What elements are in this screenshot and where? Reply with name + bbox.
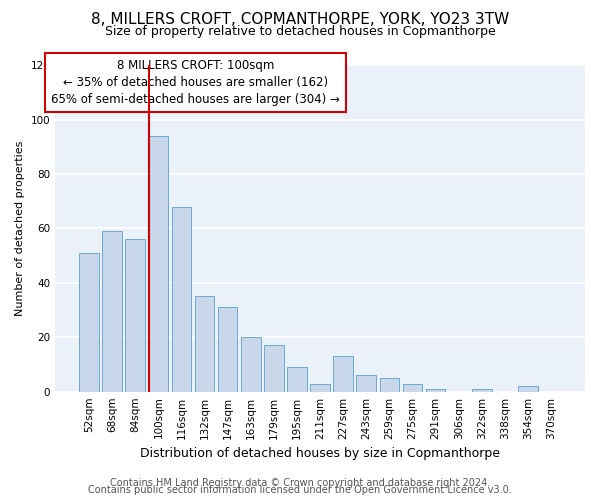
Y-axis label: Number of detached properties: Number of detached properties	[15, 141, 25, 316]
Bar	[518, 386, 538, 392]
Text: Contains HM Land Registry data © Crown copyright and database right 2024.: Contains HM Land Registry data © Crown c…	[110, 478, 490, 488]
Bar	[310, 384, 330, 392]
Bar	[380, 378, 399, 392]
Text: Size of property relative to detached houses in Copmanthorpe: Size of property relative to detached ho…	[104, 25, 496, 38]
Bar	[356, 376, 376, 392]
Bar	[403, 384, 422, 392]
Bar	[472, 389, 491, 392]
Bar	[195, 296, 214, 392]
Bar	[287, 367, 307, 392]
X-axis label: Distribution of detached houses by size in Copmanthorpe: Distribution of detached houses by size …	[140, 447, 500, 460]
Bar	[149, 136, 168, 392]
Text: Contains public sector information licensed under the Open Government Licence v3: Contains public sector information licen…	[88, 485, 512, 495]
Bar	[241, 338, 260, 392]
Bar	[103, 231, 122, 392]
Bar	[426, 389, 445, 392]
Bar	[125, 240, 145, 392]
Bar	[218, 308, 238, 392]
Bar	[334, 356, 353, 392]
Bar	[264, 346, 284, 392]
Text: 8, MILLERS CROFT, COPMANTHORPE, YORK, YO23 3TW: 8, MILLERS CROFT, COPMANTHORPE, YORK, YO…	[91, 12, 509, 28]
Bar	[79, 253, 99, 392]
Text: 8 MILLERS CROFT: 100sqm
← 35% of detached houses are smaller (162)
65% of semi-d: 8 MILLERS CROFT: 100sqm ← 35% of detache…	[51, 58, 340, 106]
Bar	[172, 206, 191, 392]
